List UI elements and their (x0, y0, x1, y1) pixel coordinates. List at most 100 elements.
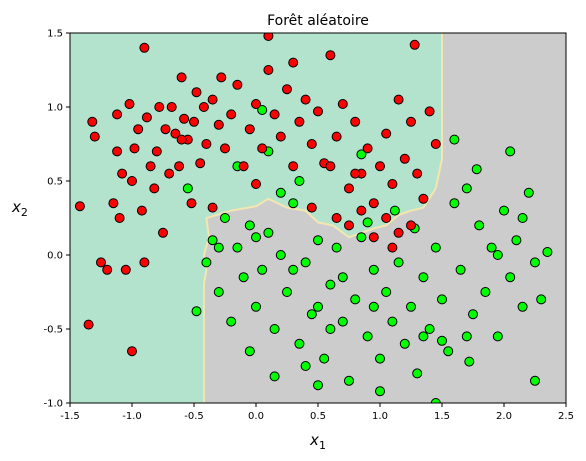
x-tick-label: 0.0 (248, 411, 264, 422)
data-point-class-1 (430, 398, 441, 403)
data-point-class-1 (232, 242, 243, 253)
x-tick-label: 0.5 (310, 411, 326, 422)
data-point-class-0 (409, 39, 420, 50)
data-point-class-0 (368, 198, 379, 209)
data-point-class-0 (179, 113, 190, 124)
data-point-class-1 (530, 375, 540, 386)
data-point-class-1 (356, 149, 367, 160)
data-point-class-1 (337, 272, 348, 283)
x-tick-label: 1.0 (372, 411, 388, 422)
data-point-class-0 (129, 143, 140, 154)
data-point-class-0 (375, 161, 385, 172)
data-point-class-0 (331, 213, 342, 223)
data-point-class-1 (207, 235, 218, 246)
data-point-class-1 (530, 257, 540, 268)
data-point-class-0 (399, 153, 410, 164)
data-point-class-1 (517, 213, 528, 223)
data-point-class-1 (220, 213, 230, 223)
data-point-class-1 (486, 242, 497, 253)
data-point-class-1 (263, 227, 274, 238)
y-axis: -1.0 -0.5 0.0 0.5 1.0 1.5 (43, 29, 70, 410)
data-point-class-0 (263, 65, 274, 75)
data-point-class-1 (418, 272, 429, 283)
data-point-class-0 (124, 99, 135, 109)
data-point-class-0 (83, 319, 94, 330)
data-point-class-0 (275, 131, 286, 142)
data-point-class-1 (313, 301, 323, 312)
data-point-class-1 (387, 316, 398, 327)
x-tick-label: 2.5 (558, 411, 574, 422)
data-point-class-1 (375, 386, 385, 397)
data-point-class-0 (344, 220, 354, 231)
data-point-class-1 (461, 331, 472, 342)
data-point-class-0 (174, 161, 185, 172)
data-point-class-0 (362, 143, 373, 154)
data-point-class-0 (136, 205, 147, 216)
data-point-class-0 (117, 168, 128, 179)
data-point-class-0 (102, 264, 113, 275)
data-point-class-1 (275, 250, 286, 260)
series-class-1 (182, 105, 553, 403)
x-tick-label: -1.0 (122, 411, 142, 422)
data-point-class-1 (244, 346, 255, 357)
y-tick-label: 0.5 (47, 177, 63, 188)
data-point-class-0 (406, 116, 416, 127)
data-point-class-1 (461, 183, 472, 194)
data-point-class-0 (368, 232, 379, 243)
data-point-class-0 (393, 227, 404, 238)
data-point-class-1 (468, 309, 478, 320)
data-point-class-0 (207, 94, 218, 105)
data-point-class-0 (300, 94, 311, 105)
data-point-class-0 (154, 102, 165, 112)
data-point-class-1 (344, 375, 354, 386)
data-point-class-1 (464, 356, 475, 367)
data-point-class-0 (350, 168, 361, 179)
data-point-class-0 (220, 143, 230, 154)
data-point-class-0 (216, 72, 227, 83)
data-point-class-1 (213, 242, 224, 253)
data-point-class-1 (368, 264, 379, 275)
data-point-class-0 (207, 202, 218, 213)
data-point-class-0 (350, 116, 361, 127)
data-point-class-1 (226, 316, 237, 327)
data-point-class-0 (139, 257, 150, 268)
y-tick-label: 1.0 (47, 103, 63, 114)
data-point-class-0 (282, 84, 292, 95)
data-point-class-1 (393, 257, 404, 268)
data-point-class-1 (294, 338, 305, 349)
data-point-class-0 (108, 198, 119, 209)
data-point-class-1 (437, 294, 447, 305)
data-point-class-1 (257, 264, 268, 275)
data-point-class-0 (244, 124, 255, 135)
data-point-class-1 (443, 346, 454, 357)
data-point-class-1 (362, 331, 373, 342)
data-point-class-1 (399, 338, 410, 349)
data-point-class-1 (471, 164, 482, 175)
data-point-class-0 (87, 116, 98, 127)
data-point-class-0 (166, 102, 177, 112)
data-point-class-0 (160, 124, 171, 135)
data-point-class-0 (191, 87, 202, 98)
data-point-class-0 (387, 179, 398, 189)
data-point-class-1 (505, 272, 516, 283)
data-point-class-0 (186, 198, 197, 209)
data-point-class-1 (182, 183, 193, 194)
data-point-class-0 (120, 264, 131, 275)
x-axis-label: x1 (309, 431, 326, 452)
data-point-class-1 (269, 324, 280, 334)
data-point-class-1 (257, 105, 268, 115)
data-point-class-0 (393, 94, 404, 105)
data-point-class-1 (251, 301, 261, 312)
data-point-class-0 (331, 131, 342, 142)
data-point-class-1 (406, 301, 416, 312)
data-point-class-0 (139, 42, 150, 53)
data-point-class-1 (300, 257, 311, 268)
data-point-class-0 (151, 146, 162, 157)
data-point-class-0 (133, 124, 144, 135)
data-point-class-0 (149, 183, 160, 194)
data-point-class-1 (424, 324, 435, 334)
data-point-class-1 (356, 232, 367, 243)
data-point-class-1 (325, 279, 336, 290)
data-point-class-0 (344, 183, 354, 194)
data-point-class-1 (389, 205, 400, 216)
